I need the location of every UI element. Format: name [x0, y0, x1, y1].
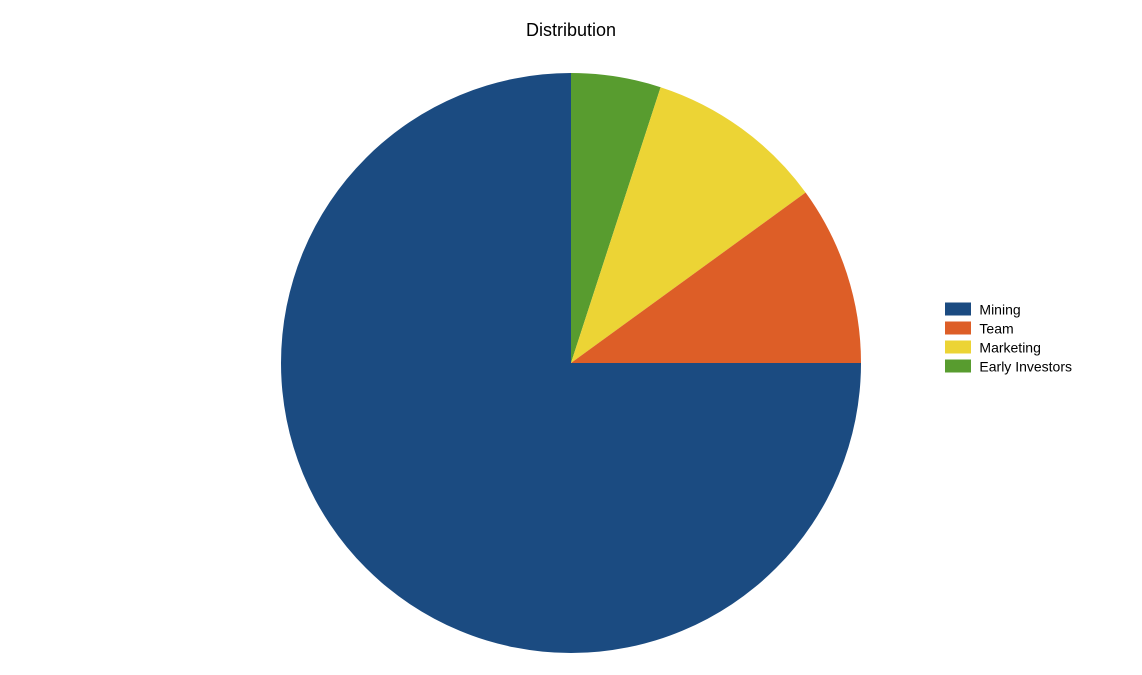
- legend-label: Early Investors: [979, 358, 1072, 374]
- chart-title: Distribution: [0, 20, 1142, 41]
- chart-container: Distribution Mining Team Marketing Early In…: [0, 0, 1142, 675]
- legend-item: Mining: [945, 301, 1072, 317]
- legend-label: Team: [979, 320, 1013, 336]
- legend-swatch: [945, 341, 971, 354]
- legend: Mining Team Marketing Early Investors: [945, 298, 1072, 377]
- legend-item: Early Investors: [945, 358, 1072, 374]
- legend-item: Team: [945, 320, 1072, 336]
- legend-item: Marketing: [945, 339, 1072, 355]
- legend-label: Mining: [979, 301, 1020, 317]
- legend-swatch: [945, 360, 971, 373]
- legend-label: Marketing: [979, 339, 1040, 355]
- legend-swatch: [945, 303, 971, 316]
- pie-chart: [271, 63, 871, 663]
- legend-swatch: [945, 322, 971, 335]
